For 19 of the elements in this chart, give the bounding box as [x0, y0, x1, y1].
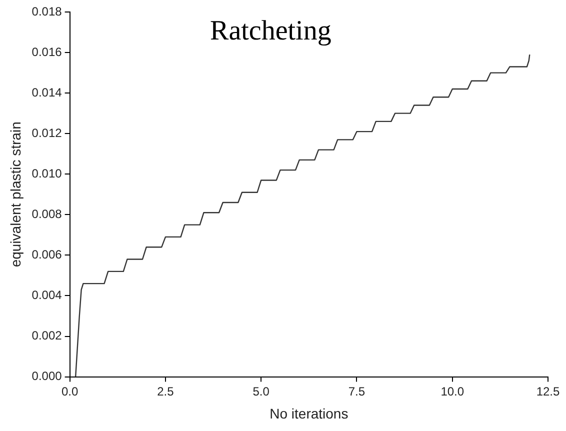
- x-axis-title: No iterations: [270, 405, 348, 422]
- x-tick-label: 10.0: [440, 384, 464, 398]
- x-tick-label: 5.0: [252, 384, 270, 398]
- y-tick-label: 0.012: [32, 126, 62, 140]
- y-tick-label: 0.006: [32, 248, 62, 262]
- y-tick-label: 0.002: [32, 328, 62, 343]
- y-tick-label: 0.000: [32, 369, 62, 384]
- x-tick-label: 12.5: [536, 384, 560, 398]
- y-tick-label: 0.010: [32, 166, 62, 180]
- chart-title: Ratcheting: [210, 15, 332, 46]
- y-tick-label: 0.004: [32, 288, 62, 302]
- y-tick-label: 0.014: [32, 85, 62, 100]
- y-tick-label: 0.018: [32, 4, 62, 18]
- x-tick-label: 7.5: [348, 384, 366, 398]
- y-axis-title: equivalent plastic strain: [7, 122, 24, 268]
- y-tick-label: 0.016: [32, 44, 62, 59]
- x-tick-label: 0.0: [61, 384, 78, 398]
- x-tick-label: 2.5: [157, 384, 174, 398]
- y-tick-label: 0.008: [32, 206, 62, 221]
